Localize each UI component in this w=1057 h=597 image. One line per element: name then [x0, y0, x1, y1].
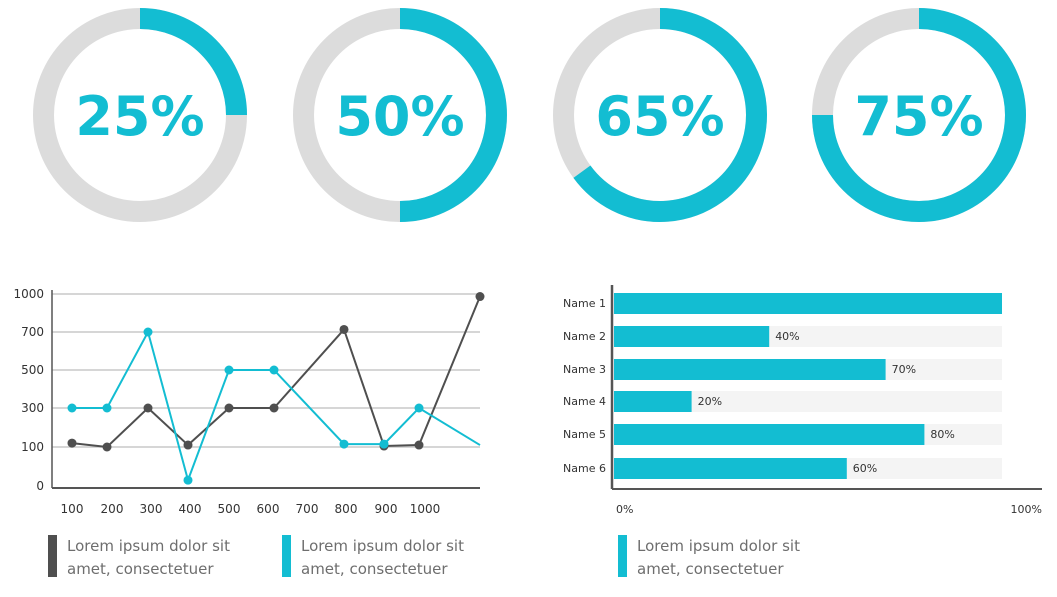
- legend-text: Lorem ipsum dolor sit amet, consectetuer: [67, 535, 267, 581]
- legend-swatch: [282, 535, 291, 577]
- series-line-dark: [71, 296, 481, 449]
- data-point: [67, 438, 77, 448]
- legend-line-2: amet, consectetuer: [301, 560, 448, 578]
- bar-value-label: 60%: [853, 462, 877, 475]
- x-tick-label: 400: [179, 502, 202, 516]
- category-label: Name 5: [563, 428, 606, 441]
- category-label: Name 1: [563, 297, 606, 310]
- donut-percent-label: 50%: [335, 85, 464, 148]
- legend-line-1: Lorem ipsum dolor sit: [301, 537, 464, 555]
- category-label: Name 4: [563, 395, 606, 408]
- donut-progress-arc: [573, 8, 767, 222]
- x-tick-label: 100: [61, 502, 84, 516]
- bar-chart: Name 1 Name 2 40% Name 3 70% Name 4 20% Name 5 8…: [563, 285, 1042, 516]
- bar-value-label: 70%: [892, 363, 916, 376]
- donut-percent-label: 65%: [595, 85, 724, 148]
- data-point: [414, 440, 424, 450]
- x-tick-label: 900: [375, 502, 398, 516]
- bar-value-label: 20%: [698, 395, 722, 408]
- legend-line-2: amet, consectetuer: [637, 560, 784, 578]
- bar-value-label: 40%: [775, 330, 799, 343]
- data-point: [183, 440, 193, 450]
- x-tick-label: 500: [218, 502, 241, 516]
- y-tick-label: 0: [36, 479, 44, 493]
- data-point: [269, 403, 279, 413]
- legend-line-1: Lorem ipsum dolor sit: [67, 537, 230, 555]
- category-label: Name 2: [563, 330, 606, 343]
- legend-teal-series: Lorem ipsum dolor sit amet, consectetuer: [282, 535, 501, 581]
- data-point: [143, 327, 153, 337]
- x-tick-label: 600: [257, 502, 280, 516]
- data-point: [339, 324, 349, 334]
- data-point: [183, 475, 193, 485]
- legend-dark-series: Lorem ipsum dolor sit amet, consectetuer: [48, 535, 267, 581]
- data-point: [269, 365, 279, 375]
- donut-percent-label: 75%: [854, 85, 983, 148]
- line-chart: 0 100 300 500 700 1000 100 200 300 400 500 600 700 80…: [13, 287, 485, 516]
- category-label: Name 3: [563, 363, 606, 376]
- x-tick-label: 0%: [616, 503, 633, 516]
- donut-progress-arc: [139, 8, 247, 116]
- data-point: [102, 403, 112, 413]
- data-point: [143, 403, 153, 413]
- legend-text: Lorem ipsum dolor sit amet, consectetuer: [301, 535, 501, 581]
- donut-progress-arc: [812, 8, 1026, 222]
- bar: [614, 293, 1002, 314]
- y-tick-label: 100: [21, 440, 44, 454]
- data-point: [224, 365, 234, 375]
- y-tick-label: 500: [21, 363, 44, 377]
- legend-bar-series: Lorem ipsum dolor sit amet, consectetuer: [618, 535, 837, 581]
- bar: [614, 391, 692, 412]
- bar-value-label: 80%: [930, 428, 954, 441]
- x-tick-label: 300: [140, 502, 163, 516]
- x-tick-label: 100%: [1011, 503, 1042, 516]
- series-line-teal: [72, 329, 481, 484]
- x-tick-label: 800: [335, 502, 358, 516]
- donut-percent-label: 25%: [75, 85, 204, 148]
- legend-text: Lorem ipsum dolor sit amet, consectetuer: [637, 535, 837, 581]
- donut-progress-arc: [399, 8, 507, 222]
- x-tick-label: 200: [101, 502, 124, 516]
- y-tick-label: 300: [21, 401, 44, 415]
- bar: [614, 326, 770, 347]
- data-point: [414, 403, 424, 413]
- bar: [614, 359, 886, 380]
- data-point: [379, 439, 389, 449]
- x-tick-label: 700: [296, 502, 319, 516]
- legend-swatch: [48, 535, 57, 577]
- x-tick-label: 1000: [410, 502, 441, 516]
- bar: [614, 424, 925, 445]
- legend-swatch: [618, 535, 627, 577]
- data-point: [102, 442, 112, 452]
- donut-gauges: 25% 50% 65% 75%: [33, 8, 1026, 222]
- data-point: [67, 403, 77, 413]
- data-point: [339, 439, 349, 449]
- legend-line-2: amet, consectetuer: [67, 560, 214, 578]
- legend-line-1: Lorem ipsum dolor sit: [637, 537, 800, 555]
- bar: [614, 458, 847, 479]
- category-label: Name 6: [563, 462, 606, 475]
- y-tick-label: 700: [21, 325, 44, 339]
- data-point: [224, 403, 234, 413]
- y-tick-label: 1000: [13, 287, 44, 301]
- data-point: [475, 292, 485, 302]
- bar-background: [614, 391, 1002, 412]
